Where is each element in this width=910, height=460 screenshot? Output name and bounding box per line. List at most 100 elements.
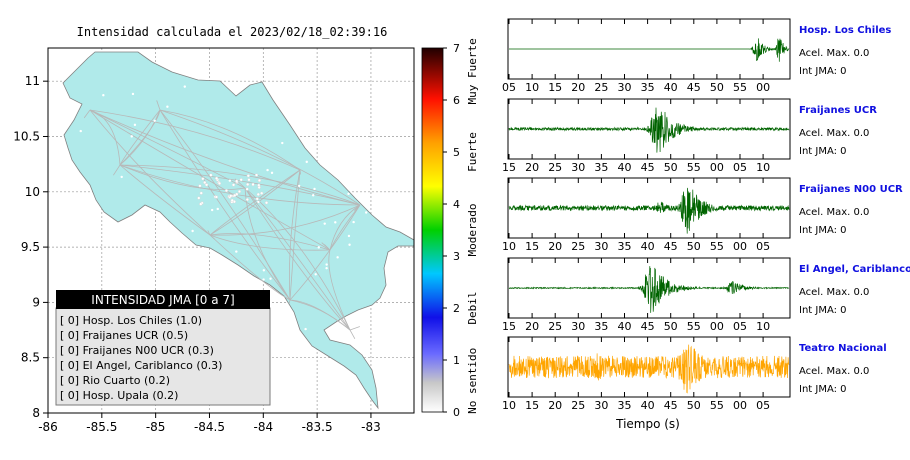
- town-marker: [304, 327, 307, 331]
- waveform-x-tick-label: 15: [502, 320, 516, 333]
- colorbar: 7 6 5 4 3 2 1 0 Muy Fuerte Fuerte Moderado Debil No…: [421, 38, 479, 419]
- map-x-tick-label: -83: [361, 420, 381, 434]
- town-marker: [334, 221, 337, 224]
- map-y-tick-label: 9.5: [21, 240, 40, 254]
- road-line: [119, 109, 161, 166]
- map-y-tick-label: 8.5: [21, 351, 40, 365]
- waveform-x-tick-label: 05: [733, 161, 747, 174]
- colorbar-tick-label: 0: [453, 406, 460, 419]
- waveform-panel: 15 20 25 30 35 40 45 50 55 00 05 10 Fraijanes UCR Ace…: [502, 98, 877, 174]
- town-marker: [323, 222, 326, 225]
- waveform-x-tick-label: 20: [548, 399, 562, 412]
- town-marker: [264, 201, 269, 205]
- town-marker: [245, 187, 249, 191]
- town-marker: [239, 178, 243, 182]
- station-acel-max: Acel. Max. 0.0: [799, 287, 869, 298]
- map-title: Intensidad calculada el 2023/02/18_02:39…: [77, 25, 388, 39]
- road-line: [324, 244, 331, 251]
- town-marker: [374, 358, 378, 361]
- waveform-x-tick-label: 45: [664, 240, 678, 253]
- town-marker: [102, 94, 105, 97]
- town-marker: [365, 211, 368, 214]
- waveform-x-tick-label: 55: [710, 399, 724, 412]
- waveform-x-tick-label: 15: [548, 81, 562, 94]
- town-marker: [262, 278, 265, 281]
- colorbar-tick-label: 2: [453, 302, 460, 315]
- road-line: [209, 169, 301, 236]
- colorbar-category-label: Muy Fuerte: [466, 38, 479, 104]
- road-line: [119, 164, 246, 190]
- town-marker: [260, 191, 264, 195]
- road-line: [209, 234, 331, 251]
- waveform-x-tick-label: 30: [594, 240, 608, 253]
- legend-entry: [ 0] Fraijanes UCR (0.5): [60, 329, 188, 342]
- station-name: Teatro Nacional: [799, 343, 887, 354]
- town-marker: [361, 336, 365, 339]
- town-marker: [311, 194, 315, 197]
- town-marker: [133, 123, 137, 127]
- waveform-x-tick-label: 05: [502, 81, 516, 94]
- town-marker: [254, 173, 259, 177]
- town-marker: [214, 176, 219, 180]
- road-line: [349, 326, 360, 331]
- waveform-x-tick-label: 10: [502, 399, 516, 412]
- town-marker: [255, 197, 259, 201]
- town-marker: [257, 178, 262, 183]
- waveform-x-tick-label: 00: [756, 81, 770, 94]
- town-marker: [317, 246, 320, 249]
- station-int-jma: Int JMA: 0: [799, 66, 847, 77]
- town-marker: [347, 192, 350, 196]
- town-marker: [217, 181, 222, 186]
- town-marker: [182, 253, 185, 257]
- colorbar-category-label: Fuerte: [466, 132, 479, 172]
- waveform-x-tick-label: 30: [571, 320, 585, 333]
- town-marker: [233, 193, 237, 198]
- waveform-x-tick-label: 35: [594, 161, 608, 174]
- town-marker: [325, 266, 328, 270]
- road-line: [119, 164, 361, 206]
- town-marker: [281, 141, 284, 145]
- station-acel-max: Acel. Max. 0.0: [799, 48, 869, 59]
- town-marker: [348, 243, 351, 246]
- town-marker: [247, 178, 251, 182]
- colorbar-tick-label: 3: [453, 250, 460, 263]
- colorbar-gradient: [421, 47, 444, 413]
- waveform-x-tick-label: 10: [756, 161, 770, 174]
- road-line: [159, 109, 291, 301]
- town-marker: [352, 220, 355, 224]
- road-line: [209, 234, 291, 301]
- waveform-x-tick-label: 20: [571, 81, 585, 94]
- waveform-x-tick-label: 30: [571, 161, 585, 174]
- waveform-x-tick-label: 30: [594, 399, 608, 412]
- town-marker: [131, 92, 135, 96]
- town-marker: [214, 195, 219, 199]
- waveform-x-tick-label: 35: [618, 399, 632, 412]
- town-marker: [198, 184, 202, 188]
- road-line: [156, 100, 161, 111]
- road-line: [328, 249, 351, 331]
- road-line: [159, 109, 301, 171]
- town-marker: [347, 234, 351, 238]
- town-marker: [130, 135, 133, 138]
- waveform-x-tick-label: 55: [687, 161, 701, 174]
- waveform-x-tick-label: 25: [548, 320, 562, 333]
- waveform-x-tick-label: 45: [664, 399, 678, 412]
- town-marker: [305, 160, 308, 164]
- map-y-tick-label: 10.5: [13, 129, 40, 143]
- waveform-x-tick-label: 15: [502, 161, 516, 174]
- road-line: [209, 234, 215, 240]
- town-marker: [270, 171, 274, 175]
- town-marker: [235, 250, 238, 253]
- waveform-x-tick-label: 10: [525, 81, 539, 94]
- town-marker: [203, 180, 207, 185]
- waveform-x-tick-label: 25: [571, 399, 585, 412]
- town-marker: [257, 185, 261, 190]
- town-marker: [313, 187, 316, 191]
- waveform-x-tick-label: 25: [594, 81, 608, 94]
- road-line: [329, 204, 361, 251]
- waveform-x-tick-label: 55: [710, 240, 724, 253]
- road-line: [159, 109, 361, 206]
- map-x-tick-label: -84.5: [194, 420, 225, 434]
- town-marker: [199, 202, 203, 206]
